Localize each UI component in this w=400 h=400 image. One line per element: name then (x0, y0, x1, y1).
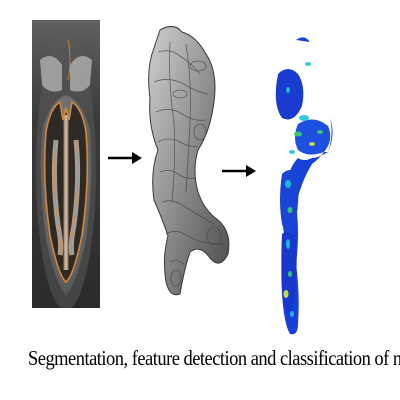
nasal-cavity-3d-mesh (140, 22, 238, 302)
classification-heatmap-model (268, 34, 338, 336)
figure-caption: Segmentation, feature detection and clas… (28, 346, 372, 371)
ct-segmentation-image (32, 20, 100, 308)
right-arrow-icon (222, 165, 256, 177)
right-arrow-icon (108, 152, 142, 164)
